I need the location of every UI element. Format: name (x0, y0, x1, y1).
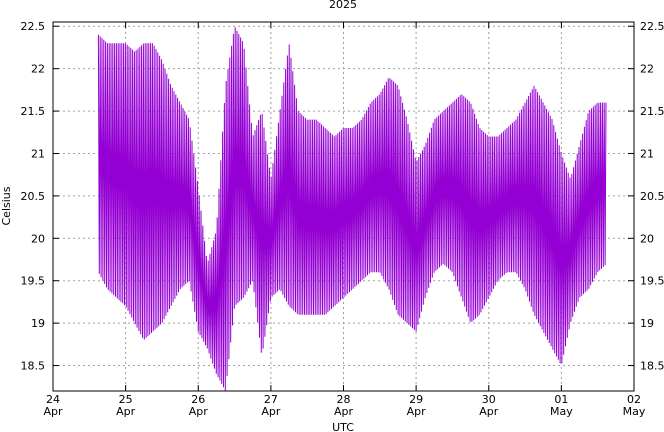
y-tick-label-left: 19 (31, 317, 45, 330)
x-tick-label-month: May (550, 405, 573, 418)
y-tick-label-right: 20.5 (640, 190, 664, 203)
y-tick-label-left: 18.5 (21, 360, 46, 373)
chart-title: 2025 (329, 0, 357, 11)
y-tick-label-left: 22 (31, 63, 45, 76)
x-tick-label-month: Apr (189, 405, 209, 418)
axis-ticks (52, 22, 635, 391)
y-tick-label-right: 21 (640, 147, 654, 160)
y-tick-label-left: 21 (31, 147, 45, 160)
y-tick-label-left: 21.5 (21, 105, 46, 118)
y-tick-label-right: 22 (640, 63, 654, 76)
x-tick-label-month: Apr (479, 405, 499, 418)
y-tick-label-left: 22.5 (21, 20, 46, 33)
x-tick-label-day: 26 (191, 393, 205, 406)
temperature-series (97, 27, 607, 391)
x-tick-label-day: 02 (627, 393, 641, 406)
x-tick-label-day: 30 (482, 393, 496, 406)
y-tick-label-left: 20.5 (21, 190, 46, 203)
y-axis-label: Celsius (0, 186, 13, 225)
x-tick-label-day: 29 (409, 393, 423, 406)
x-tick-label-month: Apr (407, 405, 427, 418)
y-tick-label-right: 22.5 (640, 20, 664, 33)
y-tick-label-right: 18.5 (640, 360, 664, 373)
x-tick-label-day: 27 (264, 393, 278, 406)
y-tick-label-right: 19.5 (640, 275, 664, 288)
x-axis-label: UTC (332, 421, 354, 432)
x-tick-label-month: Apr (116, 405, 136, 418)
x-tick-label-day: 01 (554, 393, 568, 406)
x-tick-label-month: Apr (43, 405, 63, 418)
y-tick-label-right: 21.5 (640, 105, 664, 118)
y-tick-label-left: 19.5 (21, 275, 46, 288)
x-tick-label-day: 24 (46, 393, 60, 406)
y-tick-label-right: 20 (640, 232, 654, 245)
y-tick-label-right: 19 (640, 317, 654, 330)
x-tick-label-day: 28 (337, 393, 351, 406)
y-tick-label-left: 20 (31, 232, 45, 245)
x-tick-label-day: 25 (119, 393, 133, 406)
temperature-trace (97, 27, 607, 391)
x-tick-label-month: Apr (334, 405, 354, 418)
x-tick-label-month: Apr (261, 405, 281, 418)
x-tick-label-month: May (623, 405, 646, 418)
